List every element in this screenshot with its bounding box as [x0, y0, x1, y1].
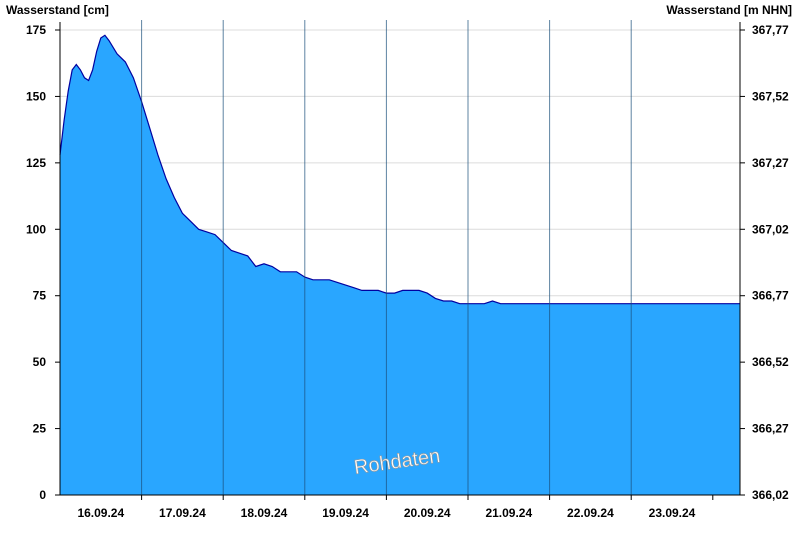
y2-tick-label-0: 366,02 [752, 488, 789, 502]
y2-tick-label-2: 366,52 [752, 355, 789, 369]
x-tick-label-5: 21.09.24 [485, 506, 532, 520]
x-tick-label-1: 17.09.24 [159, 506, 206, 520]
y-tick-label-75: 75 [33, 289, 47, 303]
x-tick-label-7: 23.09.24 [649, 506, 696, 520]
x-tick-labels: 16.09.24 17.09.24 18.09.24 19.09.24 20.09.24… [77, 506, 695, 520]
y2-tick-label-5: 367,27 [752, 156, 789, 170]
y-tick-label-175: 175 [26, 23, 46, 37]
x-tick-label-6: 22.09.24 [567, 506, 614, 520]
series-area [60, 35, 740, 496]
y2-tick-label-1: 366,27 [752, 422, 789, 436]
x-tick-label-4: 20.09.24 [404, 506, 451, 520]
y-tick-label-0: 0 [39, 488, 46, 502]
day-separator-lines [141, 20, 632, 495]
y2-tick-label-6: 367,52 [752, 89, 789, 103]
y-tick-label-150: 150 [26, 89, 46, 103]
y2-tick-label-3: 366,77 [752, 289, 789, 303]
x-tick-label-2: 18.09.24 [241, 506, 288, 520]
x-tick-label-3: 19.09.24 [322, 506, 369, 520]
axes [55, 22, 745, 500]
y-axis-title-right: Wasserstand [m NHN] [666, 3, 792, 17]
y-tick-label-125: 125 [26, 156, 46, 170]
y-tick-labels-left: 0 25 50 75 100 125 150 175 [26, 23, 46, 502]
series-line [59, 34, 740, 305]
y-axis-title-left: Wasserstand [cm] [6, 3, 109, 17]
x-tick-label-0: 16.09.24 [77, 506, 124, 520]
series-area-layer [59, 34, 740, 496]
y-tick-label-50: 50 [33, 355, 47, 369]
y-tick-labels-right: 366,02 366,27 366,52 366,77 367,02 367,27 367,… [752, 23, 789, 502]
y-tick-label-100: 100 [26, 222, 46, 236]
y2-tick-label-4: 367,02 [752, 222, 789, 236]
y-tick-label-25: 25 [33, 422, 47, 436]
y2-tick-label-7: 367,77 [752, 23, 789, 37]
